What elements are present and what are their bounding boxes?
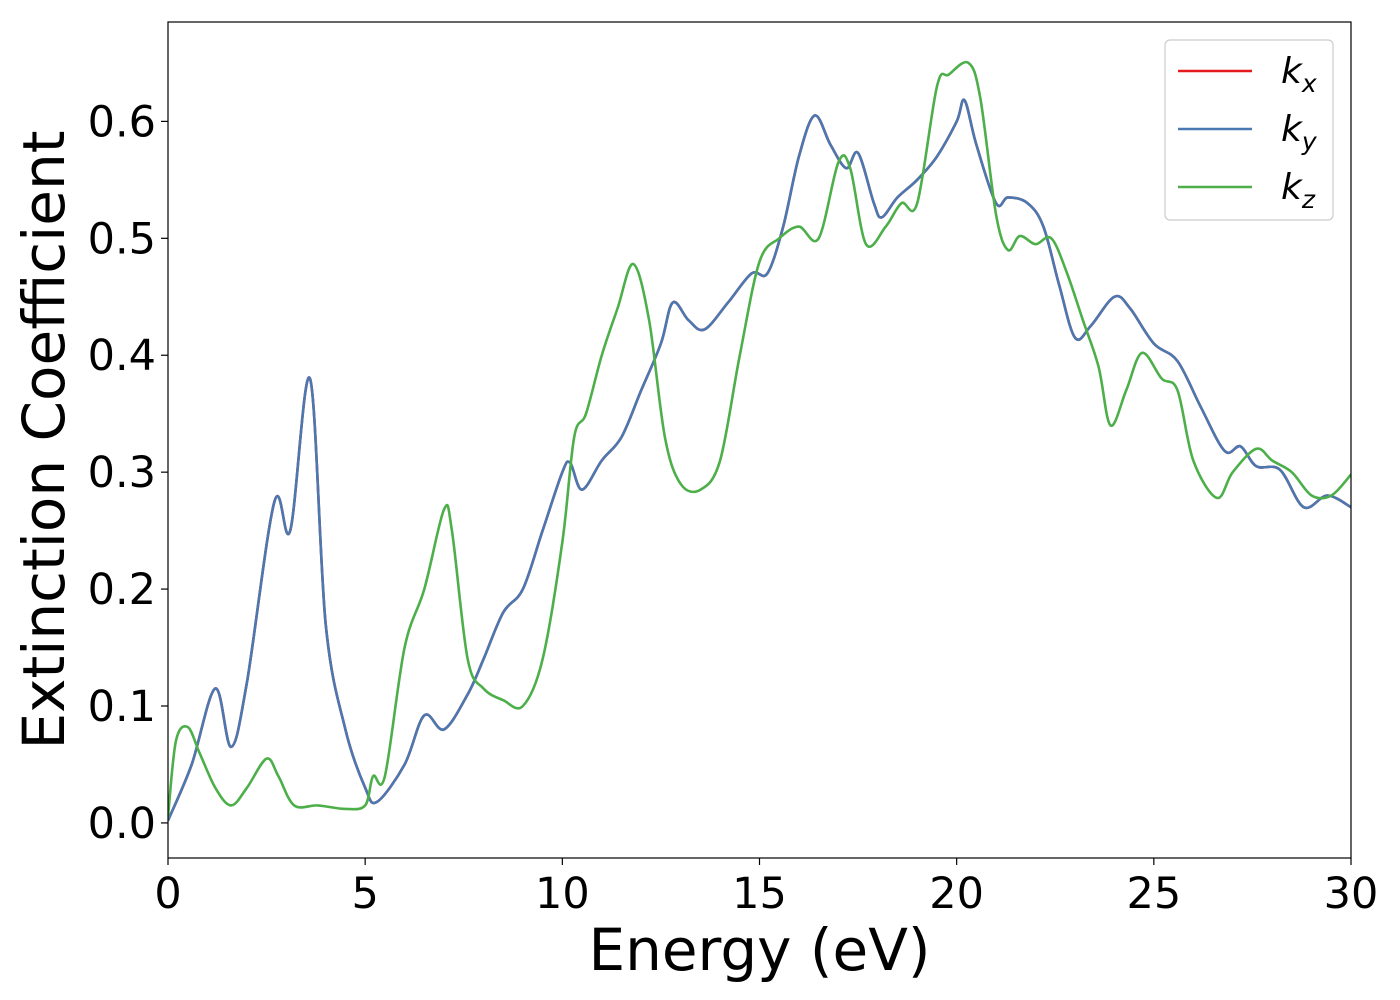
series-line-kz	[168, 60, 1351, 818]
y-tick-label: 0.3	[88, 448, 156, 498]
x-axis-label: Energy (eV)	[588, 916, 930, 984]
y-tick-label: 0.2	[88, 565, 156, 615]
series-lines	[168, 60, 1351, 822]
x-tick-label: 20	[929, 869, 984, 919]
x-tick-label: 0	[154, 869, 181, 919]
x-tick-label: 25	[1126, 869, 1181, 919]
y-tick-label: 0.5	[88, 214, 156, 264]
x-axis: 0 5 10 15 20 25 30	[154, 858, 1378, 919]
legend: kx ky kz	[1164, 39, 1334, 221]
y-axis-label: Extinction Coefficient	[10, 131, 78, 750]
x-tick-label: 10	[535, 869, 590, 919]
legend-entry-label: ky	[1281, 109, 1318, 156]
x-tick-label: 15	[732, 869, 787, 919]
legend-entry-label: kx	[1281, 51, 1317, 98]
y-tick-label: 0.0	[88, 799, 156, 849]
y-tick-label: 0.6	[88, 97, 156, 147]
y-tick-label: 0.4	[88, 331, 156, 381]
x-tick-label: 5	[351, 869, 378, 919]
legend-entry-label: kz	[1281, 167, 1316, 214]
x-tick-label: 30	[1324, 869, 1379, 919]
y-axis: 0.0 0.1 0.2 0.3 0.4 0.5 0.6	[88, 97, 168, 849]
series-line-ky	[168, 98, 1351, 822]
y-tick-label: 0.1	[88, 682, 156, 732]
